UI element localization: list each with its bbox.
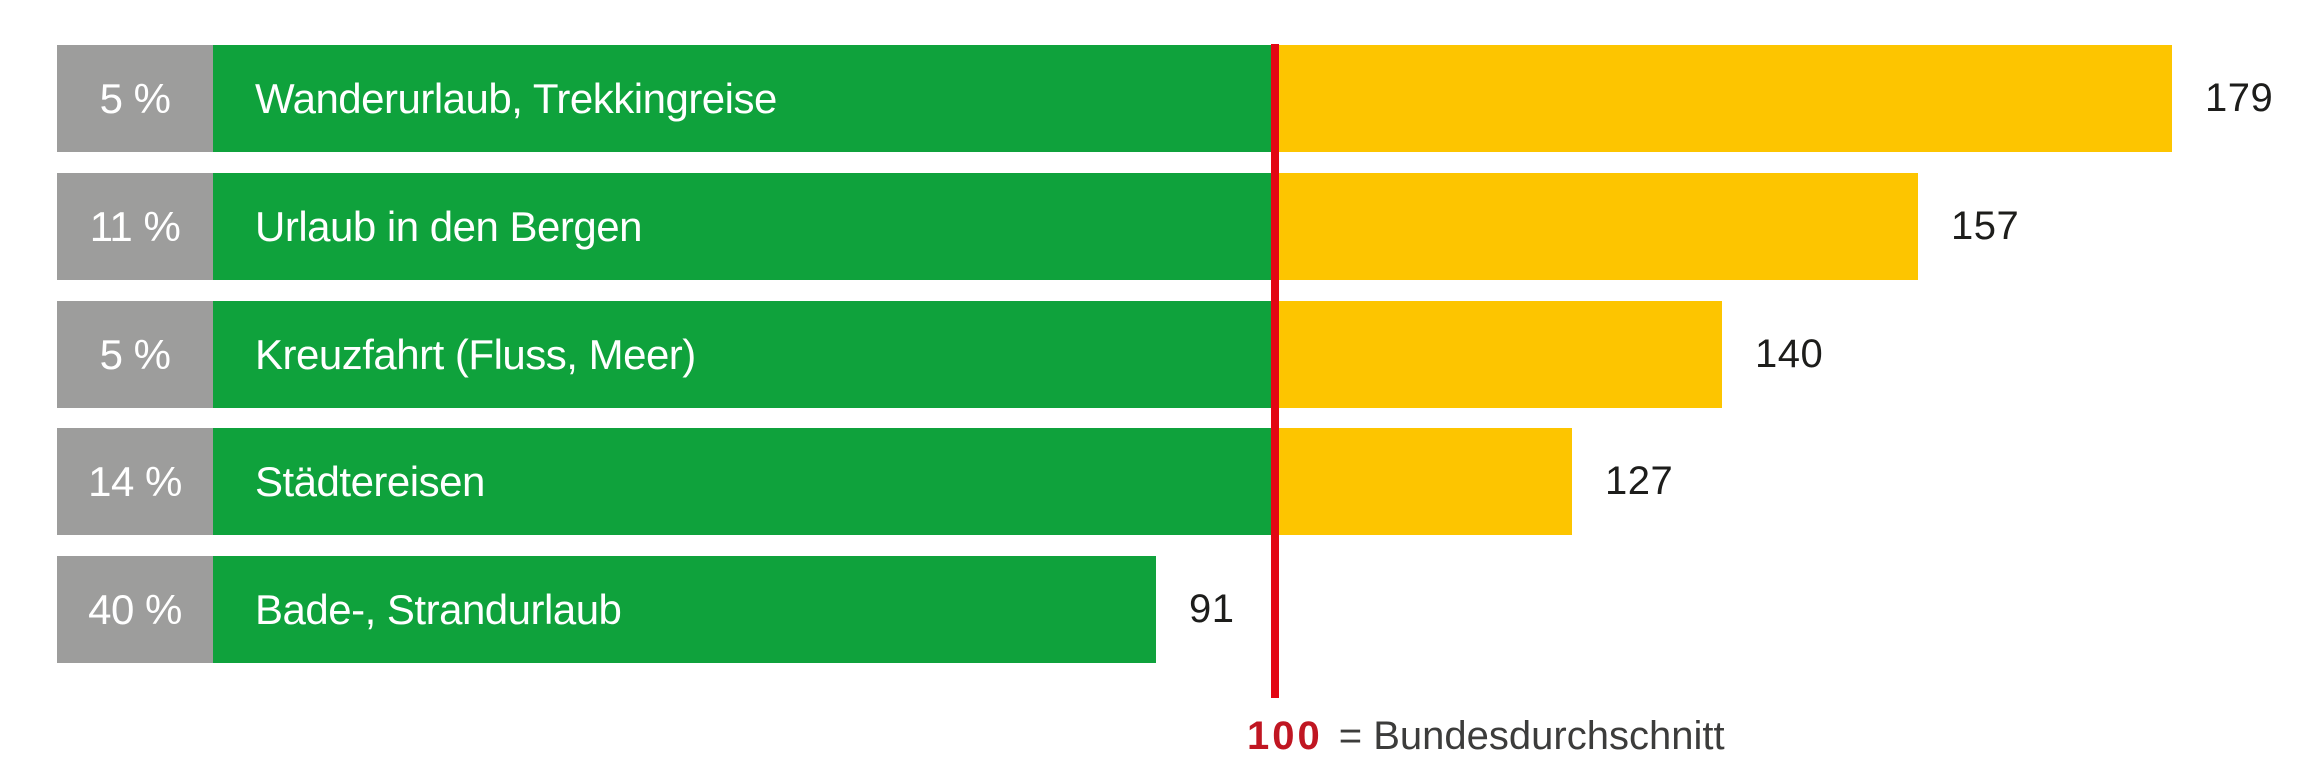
percent-label: 40 % xyxy=(88,585,182,633)
value-label: 140 xyxy=(1755,332,1824,376)
value-label: 127 xyxy=(1605,459,1674,503)
bar-row: 5 % Kreuzfahrt (Fluss, Meer) 140 xyxy=(0,301,2324,408)
bar-row: 5 % Wanderurlaub, Trekkingreise 179 xyxy=(0,45,2324,152)
bar-label: Städtereisen xyxy=(255,457,485,505)
green-bar-segment: Städtereisen xyxy=(213,428,1271,535)
percent-box: 5 % xyxy=(57,301,213,408)
legend-reference-value: 100 xyxy=(1247,714,1323,758)
bar-row: 14 % Städtereisen 127 xyxy=(0,428,2324,535)
percent-box: 40 % xyxy=(57,556,213,663)
value-label: 91 xyxy=(1189,587,1235,631)
legend-reference-label: = Bundesdurchschnitt xyxy=(1338,714,1725,758)
yellow-bar-segment xyxy=(1279,45,2172,152)
percent-box: 11 % xyxy=(57,173,213,280)
bar-row: 11 % Urlaub in den Bergen 157 xyxy=(0,173,2324,280)
green-bar-segment: Kreuzfahrt (Fluss, Meer) xyxy=(213,301,1271,408)
yellow-bar-segment xyxy=(1279,428,1572,535)
yellow-bar-segment xyxy=(1279,301,1722,408)
bar-row: 40 % Bade-, Strandurlaub 91 xyxy=(0,556,2324,663)
percent-label: 5 % xyxy=(99,330,171,378)
reference-line xyxy=(1271,44,1279,698)
green-bar-segment: Wanderurlaub, Trekkingreise xyxy=(213,45,1271,152)
legend: 100 = Bundesdurchschnitt xyxy=(1247,714,1725,759)
value-label: 157 xyxy=(1951,204,2020,248)
bar-label: Bade-, Strandurlaub xyxy=(255,585,622,633)
green-bar-segment: Bade-, Strandurlaub xyxy=(213,556,1156,663)
percent-box: 14 % xyxy=(57,428,213,535)
bar-label: Wanderurlaub, Trekkingreise xyxy=(255,74,777,122)
percent-label: 14 % xyxy=(88,457,182,505)
percent-label: 11 % xyxy=(89,202,181,250)
percent-box: 5 % xyxy=(57,45,213,152)
value-label: 179 xyxy=(2205,76,2274,120)
yellow-bar-segment xyxy=(1279,173,1918,280)
bar-label: Urlaub in den Bergen xyxy=(255,202,642,250)
bar-label: Kreuzfahrt (Fluss, Meer) xyxy=(255,330,696,378)
green-bar-segment: Urlaub in den Bergen xyxy=(213,173,1271,280)
percent-label: 5 % xyxy=(99,74,171,122)
